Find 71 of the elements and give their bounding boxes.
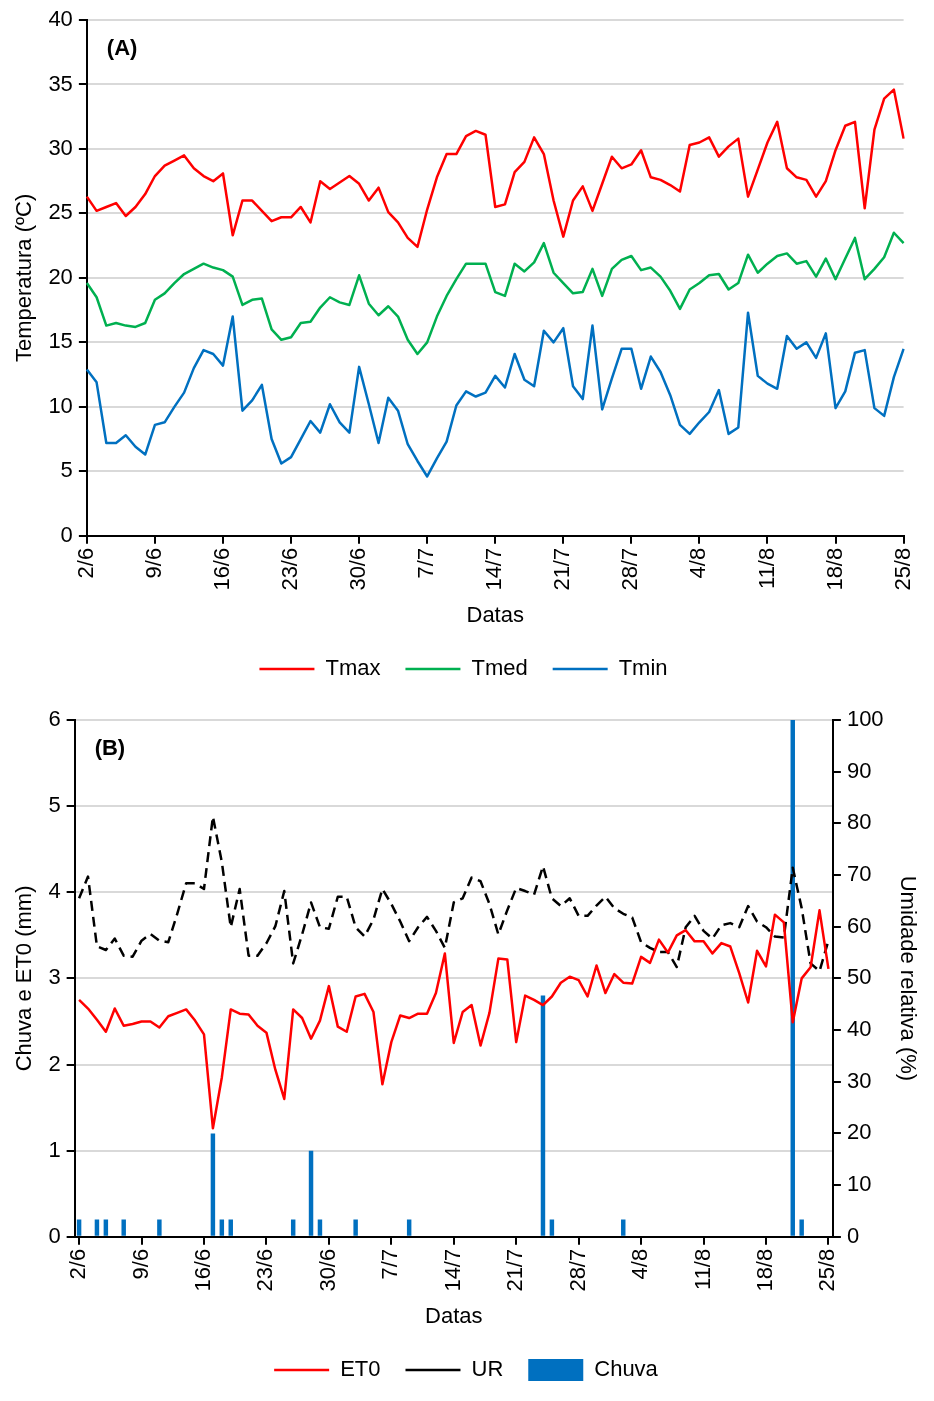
y-tick-label: 10 [48,392,73,418]
x-tick-label: 2/6 [72,547,98,579]
x-tick-label: 28/7 [617,547,643,591]
legend-label: Chuva [594,1356,659,1382]
x-tick-label: 9/6 [127,1248,153,1280]
x-tick-label: 4/8 [627,1248,653,1280]
y2-tick-label: 70 [846,861,872,887]
bar [157,1219,162,1236]
y2-tick-label: 40 [846,1016,872,1042]
legend-label: Tmed [471,655,528,681]
bar [210,1133,216,1236]
x-tick-label: 25/8 [889,547,915,591]
x-axis-title: Datas [425,1302,483,1328]
x-tick-label: 16/6 [209,547,235,591]
x-tick-label: 21/7 [502,1248,528,1292]
legend-label: Tmin [618,655,668,681]
y-tick-label: 0 [60,521,73,547]
y2-tick-label: 60 [846,912,872,938]
x-axis-title: Datas [466,601,524,627]
x-tick-label: 11/8 [689,1248,715,1290]
y2-axis-title: Umidade relativa (%) [895,875,921,1082]
legend-label: UR [471,1356,504,1382]
x-tick-label: 14/7 [439,1248,465,1292]
y-axis-title: Chuva e ET0 (mm) [11,885,37,1072]
x-tick-label: 14/7 [481,547,507,591]
x-tick-label: 9/6 [140,547,166,579]
text: (A) [106,35,138,61]
y2-tick-label: 80 [846,809,872,835]
x-tick-label: 7/7 [377,1248,403,1280]
y2-tick-label: 90 [846,757,872,783]
y-tick-label: 4 [48,878,61,904]
x-tick-label: 30/6 [345,547,371,591]
bar [121,1219,126,1236]
x-tick-label: 18/8 [752,1248,778,1292]
x-tick-label: 16/6 [190,1248,216,1292]
y-tick-label: 35 [48,70,73,96]
bar [353,1219,358,1236]
y-tick-label: 1 [48,1136,61,1162]
x-tick-label: 7/7 [413,547,439,579]
y-tick-label: 3 [48,964,61,990]
y-tick-label: 20 [48,263,73,289]
y2-tick-label: 30 [846,1067,872,1093]
x-tick-label: 23/6 [252,1248,278,1292]
x-tick-label: 23/6 [277,547,303,591]
y-tick-label: 2 [48,1050,61,1076]
y-tick-label: 15 [48,328,73,354]
x-tick-label: 11/8 [753,547,779,589]
y2-tick-label: 20 [846,1119,872,1145]
x-tick-label: 25/8 [814,1248,840,1292]
text: (B) [94,735,126,761]
legend-label: ET0 [340,1356,381,1382]
x-tick-label: 4/8 [685,547,711,579]
legend-label: Tmax [325,655,381,681]
x-tick-label: 2/6 [65,1248,91,1280]
y-tick-label: 40 [48,6,73,32]
y2-tick-label: 0 [846,1222,860,1248]
x-tick-label: 28/7 [564,1248,590,1292]
y2-tick-label: 100 [846,706,884,732]
y-tick-label: 5 [48,792,61,818]
y2-tick-label: 10 [846,1171,872,1197]
x-tick-label: 21/7 [549,547,575,591]
y-tick-label: 6 [48,706,61,732]
y-tick-label: 30 [48,135,73,161]
y-tick-label: 0 [48,1222,61,1248]
y-tick-label: 5 [60,457,73,483]
bar [799,1219,804,1236]
y2-tick-label: 50 [846,964,872,990]
x-tick-label: 30/6 [314,1248,340,1292]
y-axis-title: Temperatura (ºC) [11,193,37,362]
x-tick-label: 18/8 [821,547,847,591]
y-tick-label: 25 [48,199,73,225]
